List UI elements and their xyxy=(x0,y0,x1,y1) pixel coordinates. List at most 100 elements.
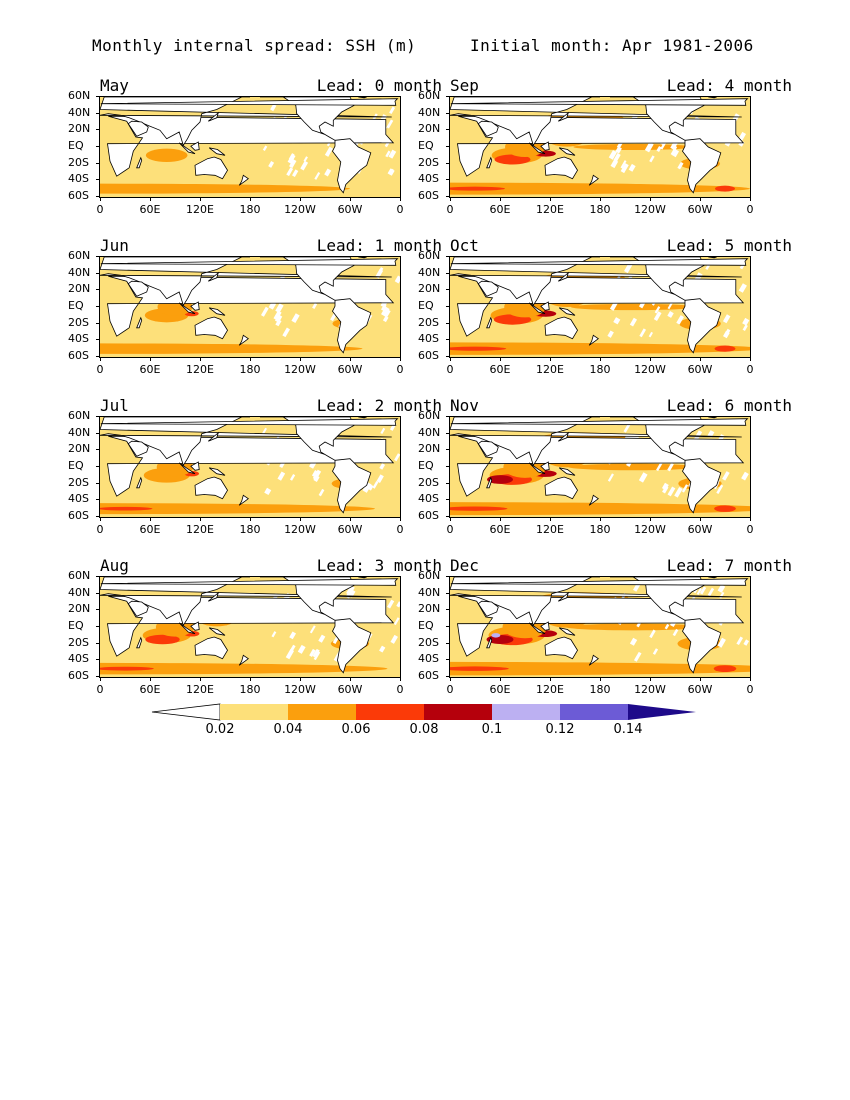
panel-month-label: Nov xyxy=(450,396,479,415)
longitude-tick xyxy=(500,357,501,361)
longitude-tick-label: 0 xyxy=(746,683,754,696)
longitude-tick-label: 120W xyxy=(284,523,316,536)
longitude-tick xyxy=(100,517,101,521)
latitude-tick xyxy=(446,432,450,434)
longitude-tick xyxy=(300,357,301,361)
map-panel: Jul Lead: 2 month 60N 40N 20N EQ 20S 40S 60S 0 60E… xyxy=(68,396,452,536)
longitude-tick-label: 180 xyxy=(239,683,261,696)
latitude-tick xyxy=(446,196,450,197)
longitude-tick xyxy=(450,197,451,201)
colorbar-level-label: 0.08 xyxy=(409,722,439,737)
latitude-tick xyxy=(96,466,100,467)
latitude-tick-label: 60S xyxy=(68,349,89,362)
latitude-tick xyxy=(446,516,450,517)
latitude-tick xyxy=(446,306,450,307)
latitude-tick xyxy=(446,339,450,341)
latitude-tick-label: 20S xyxy=(68,155,89,169)
longitude-tick xyxy=(750,677,751,681)
longitude-tick-label: 0 xyxy=(746,523,754,536)
longitude-tick xyxy=(150,677,151,681)
panel-month-label: Aug xyxy=(100,556,129,575)
longitude-tick xyxy=(100,677,101,681)
longitude-tick-label: 60W xyxy=(337,203,363,216)
longitude-tick-label: 60W xyxy=(337,363,363,376)
longitude-tick-label: 120E xyxy=(536,363,564,376)
latitude-tick xyxy=(446,609,450,611)
panel-lead-label: Lead: 7 month xyxy=(666,556,792,575)
longitude-tick xyxy=(350,677,351,681)
latitude-tick-label: EQ xyxy=(418,139,434,152)
longitude-tick xyxy=(450,517,451,521)
latitude-tick xyxy=(96,432,100,434)
longitude-tick xyxy=(200,677,201,681)
longitude-tick-label: 0 xyxy=(396,523,404,536)
latitude-tick-label: 60S xyxy=(68,189,89,202)
latitude-tick-label: EQ xyxy=(68,459,84,472)
longitude-tick xyxy=(100,357,101,361)
longitude-tick-label: 180 xyxy=(239,203,261,216)
latitude-tick xyxy=(96,96,100,97)
longitude-tick xyxy=(650,517,651,521)
latitude-tick-label: 40N xyxy=(68,585,91,599)
map-panel: Aug Lead: 3 month 60N 40N 20N EQ 20S 40S 60S 0 60E… xyxy=(68,556,452,696)
latitude-tick-label: 20N xyxy=(68,602,91,616)
longitude-tick xyxy=(300,197,301,201)
longitude-tick-label: 0 xyxy=(396,683,404,696)
ssh-spread-map xyxy=(449,96,751,198)
longitude-tick-label: 60E xyxy=(489,523,511,536)
latitude-tick xyxy=(96,272,100,274)
latitude-tick xyxy=(96,676,100,677)
longitude-tick-label: 120E xyxy=(186,523,214,536)
longitude-tick-label: 120W xyxy=(284,203,316,216)
latitude-tick-label: 60N xyxy=(418,409,441,422)
latitude-tick-label: 40S xyxy=(68,492,89,506)
longitude-tick-label: 0 xyxy=(746,203,754,216)
longitude-tick-label: 0 xyxy=(446,363,454,376)
colorbar-level-label: 0.14 xyxy=(613,722,643,737)
map-panel: May Lead: 0 month 60N 40N 20N EQ 20S 40S 60S 0 60E… xyxy=(68,76,452,216)
latitude-tick xyxy=(446,416,450,417)
longitude-tick xyxy=(700,357,701,361)
longitude-tick xyxy=(550,357,551,361)
longitude-tick-label: 120E xyxy=(536,203,564,216)
latitude-tick xyxy=(96,659,100,661)
longitude-tick xyxy=(600,517,601,521)
latitude-tick xyxy=(96,129,100,131)
latitude-tick-label: 20S xyxy=(418,635,439,649)
latitude-tick xyxy=(446,162,450,164)
latitude-tick-label: 20S xyxy=(68,315,89,329)
longitude-tick-label: 60W xyxy=(687,203,713,216)
ssh-spread-map xyxy=(449,416,751,518)
panel-lead-label: Lead: 0 month xyxy=(316,76,442,95)
ssh-spread-map xyxy=(449,256,751,358)
latitude-tick xyxy=(446,676,450,677)
latitude-tick xyxy=(96,499,100,501)
ssh-spread-map xyxy=(449,576,751,678)
panel-month-label: Jun xyxy=(100,236,129,255)
longitude-tick-label: 180 xyxy=(239,523,261,536)
longitude-tick-label: 120W xyxy=(284,683,316,696)
longitude-tick-label: 60E xyxy=(489,683,511,696)
latitude-tick xyxy=(446,482,450,484)
latitude-tick-label: 20N xyxy=(418,602,441,616)
latitude-tick xyxy=(446,626,450,627)
longitude-tick-label: 0 xyxy=(746,363,754,376)
longitude-tick-label: 60E xyxy=(139,363,161,376)
latitude-tick-label: 60N xyxy=(418,89,441,102)
map-panel: Oct Lead: 5 month 60N 40N 20N EQ 20S 40S 60S 0 60E… xyxy=(418,236,802,376)
latitude-tick-label: 20N xyxy=(418,282,441,296)
longitude-tick-label: 60E xyxy=(139,683,161,696)
longitude-tick xyxy=(300,517,301,521)
longitude-tick xyxy=(150,197,151,201)
colorbar-level-label: 0.04 xyxy=(273,722,303,737)
longitude-tick-label: 0 xyxy=(96,203,104,216)
longitude-tick xyxy=(450,357,451,361)
ssh-spread-map xyxy=(99,96,401,198)
latitude-tick xyxy=(446,146,450,147)
latitude-tick-label: 40S xyxy=(418,492,439,506)
latitude-tick-label: 40S xyxy=(68,172,89,186)
latitude-tick-label: 40S xyxy=(418,172,439,186)
longitude-tick-label: 120E xyxy=(186,203,214,216)
latitude-tick xyxy=(446,642,450,644)
latitude-tick xyxy=(446,356,450,357)
